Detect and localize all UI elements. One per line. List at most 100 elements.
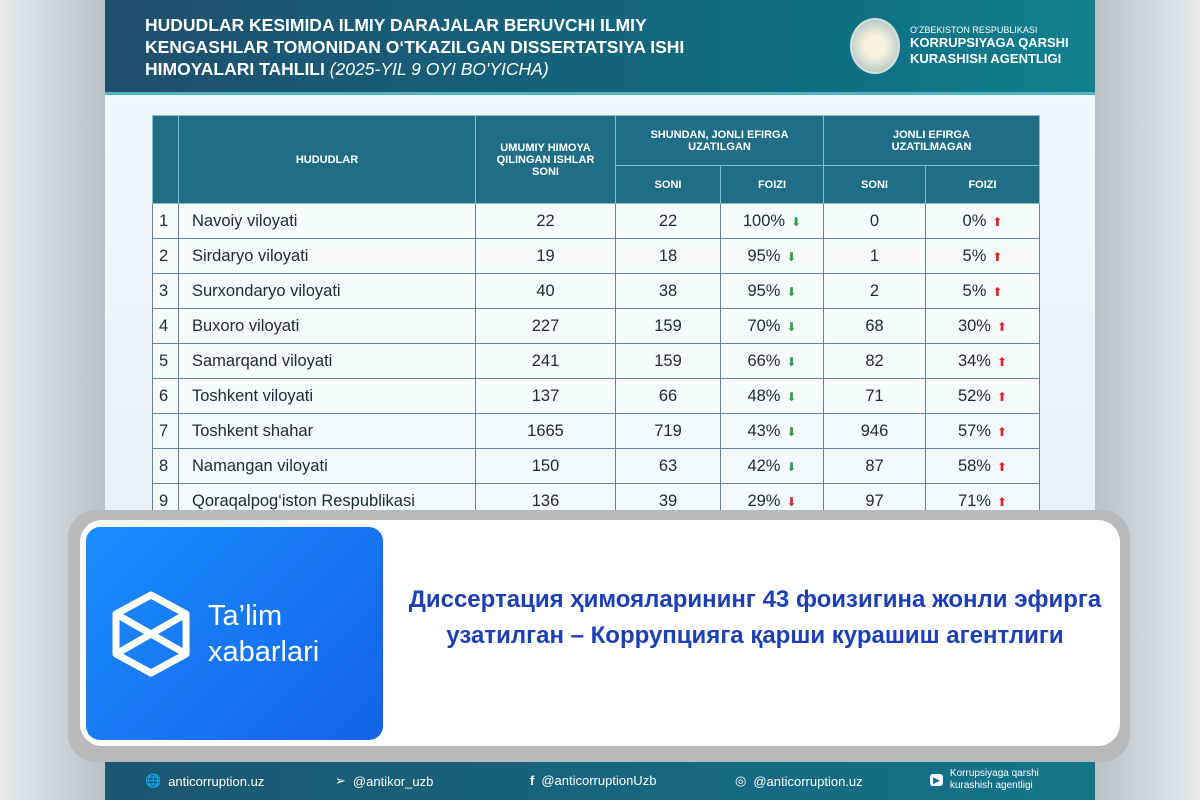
footer: 🌐 anticorruption.uz ➢ @antikor_uzb f @antic… xyxy=(105,762,1095,800)
table-row: 8 Namangan viloyati 150 63 42% ⬇ 87 58% ⬆ xyxy=(152,448,1040,484)
total-count: 227 xyxy=(475,308,616,344)
live-count: 159 xyxy=(615,308,721,344)
row-number: 3 xyxy=(152,273,179,309)
group-not-live: JONLI EFIRGA UZATILMAGAN xyxy=(823,115,1040,166)
total-count: 137 xyxy=(475,378,616,414)
region-name: Namangan viloyati xyxy=(178,448,476,484)
table-row: 6 Toshkent viloyati 137 66 48% ⬇ 71 52% ⬆ xyxy=(152,378,1040,414)
live-percent: 95% ⬇ xyxy=(720,238,824,274)
telegram-icon: ➢ xyxy=(335,773,346,788)
arrow-up-icon: ⬆ xyxy=(996,494,1008,509)
live-percent: 70% ⬇ xyxy=(720,308,824,344)
footer-youtube[interactable]: ▶ Korrupsiyaga qarshi kurashish agentligi xyxy=(930,768,1045,792)
facebook-icon: f xyxy=(530,773,535,788)
arrow-down-icon: ⬇ xyxy=(786,389,797,404)
footer-facebook[interactable]: f @anticorruptionUzb xyxy=(530,773,657,788)
table-row: 5 Samarqand viloyati 241 159 66% ⬇ 82 34%… xyxy=(152,343,1040,379)
row-number: 5 xyxy=(152,343,179,379)
total-count: 150 xyxy=(475,448,616,484)
arrow-up-icon: ⬆ xyxy=(996,389,1008,404)
not-live-percent: 5% ⬆ xyxy=(925,238,1040,274)
row-number: 2 xyxy=(152,238,179,274)
live-count: 18 xyxy=(615,238,721,274)
not-live-percent: 52% ⬆ xyxy=(925,378,1040,414)
globe-icon: 🌐 xyxy=(145,773,162,788)
live-percent: 95% ⬇ xyxy=(720,273,824,309)
arrow-up-icon: ⬆ xyxy=(996,354,1008,369)
table-row: 3 Surxondaryo viloyati 40 38 95% ⬇ 2 5% ⬆ xyxy=(152,273,1040,309)
arrow-up-icon: ⬆ xyxy=(996,424,1008,439)
not-live-count: 82 xyxy=(823,343,926,379)
row-number: 7 xyxy=(152,413,179,449)
arrow-down-icon: ⬇ xyxy=(786,319,797,334)
brand-logo: Ta’lim xabarlari xyxy=(86,527,383,740)
live-percent: 100% ⬇ xyxy=(720,203,824,239)
live-percent: 42% ⬇ xyxy=(720,448,824,484)
arrow-down-icon: ⬇ xyxy=(786,284,797,299)
arrow-down-icon: ⬇ xyxy=(786,249,797,264)
total-count: 241 xyxy=(475,343,616,379)
footer-instagram[interactable]: ◎ @anticorruption.uz xyxy=(735,773,863,789)
region-name: Buxoro viloyati xyxy=(178,308,476,344)
not-live-count: 2 xyxy=(823,273,926,309)
not-live-percent: 58% ⬆ xyxy=(925,448,1040,484)
row-number: 8 xyxy=(152,448,179,484)
arrow-down-icon: ⬇ xyxy=(786,354,797,369)
not-live-count: 946 xyxy=(823,413,926,449)
region-name: Sirdaryo viloyati xyxy=(178,238,476,274)
live-count: 66 xyxy=(615,378,721,414)
arrow-up-icon: ⬆ xyxy=(996,319,1008,334)
live-count: 159 xyxy=(615,343,721,379)
total-count: 1665 xyxy=(475,413,616,449)
col-total: UMUMIY HIMOYA QILINGAN ISHLAR SONI xyxy=(475,115,616,204)
col-number xyxy=(152,115,179,204)
arrow-up-icon: ⬆ xyxy=(996,459,1008,474)
sub-live-pct: FOIZI xyxy=(720,165,824,204)
row-number: 6 xyxy=(152,378,179,414)
live-percent: 43% ⬇ xyxy=(720,413,824,449)
total-count: 22 xyxy=(475,203,616,239)
not-live-count: 87 xyxy=(823,448,926,484)
arrow-down-icon: ⬇ xyxy=(786,424,797,439)
sub-live-count: SONI xyxy=(615,165,721,204)
table-row: 1 Navoiy viloyati 22 22 100% ⬇ 0 0% ⬆ xyxy=(152,203,1040,239)
not-live-percent: 0% ⬆ xyxy=(925,203,1040,239)
group-live: SHUNDAN, JONLI EFIRGA UZATILGAN xyxy=(615,115,824,166)
region-name: Navoiy viloyati xyxy=(178,203,476,239)
live-count: 63 xyxy=(615,448,721,484)
cube-logo-icon xyxy=(112,591,190,676)
footer-telegram[interactable]: ➢ @antikor_uzb xyxy=(335,773,434,789)
news-headline: Диссертация ҳимояларининг 43 фоизигина ж… xyxy=(408,586,1102,649)
period: (2025-YIL 9 OYI BO'YICHA) xyxy=(329,59,549,79)
agency-logo: O‘ZBEKISTON RESPUBLIKASI KORRUPSIYAGA QA… xyxy=(850,18,1070,74)
instagram-icon: ◎ xyxy=(735,773,747,788)
region-name: Samarqand viloyati xyxy=(178,343,476,379)
live-percent: 48% ⬇ xyxy=(720,378,824,414)
brand-name: Ta’lim xabarlari xyxy=(208,599,320,668)
region-name: Surxondaryo viloyati xyxy=(178,273,476,309)
arrow-up-icon: ⬆ xyxy=(992,284,1003,299)
not-live-percent: 30% ⬆ xyxy=(925,308,1040,344)
arrow-up-icon: ⬆ xyxy=(992,214,1003,229)
not-live-percent: 57% ⬆ xyxy=(925,413,1040,449)
table-row: 4 Buxoro viloyati 227 159 70% ⬇ 68 30% ⬆ xyxy=(152,308,1040,344)
live-count: 38 xyxy=(615,273,721,309)
col-region: HUDUDLAR xyxy=(178,115,476,204)
live-count: 22 xyxy=(615,203,721,239)
table-row: 7 Toshkent shahar 1665 719 43% ⬇ 946 57% ⬆ xyxy=(152,413,1040,449)
arrow-down-icon: ⬇ xyxy=(791,214,802,229)
arrow-down-icon: ⬇ xyxy=(786,459,797,474)
live-count: 719 xyxy=(615,413,721,449)
not-live-percent: 5% ⬆ xyxy=(925,273,1040,309)
not-live-count: 71 xyxy=(823,378,926,414)
region-name: Toshkent viloyati xyxy=(178,378,476,414)
not-live-count: 0 xyxy=(823,203,926,239)
poster-header: HUDUDLAR KESIMIDA ILMIY DARAJALAR BERUVC… xyxy=(105,0,1095,95)
total-count: 40 xyxy=(475,273,616,309)
live-percent: 66% ⬇ xyxy=(720,343,824,379)
state-emblem-icon xyxy=(850,18,900,74)
footer-website[interactable]: 🌐 anticorruption.uz xyxy=(145,773,265,789)
not-live-count: 68 xyxy=(823,308,926,344)
poster-title: HUDUDLAR KESIMIDA ILMIY DARAJALAR BERUVC… xyxy=(145,15,685,79)
table-row: 2 Sirdaryo viloyati 19 18 95% ⬇ 1 5% ⬆ xyxy=(152,238,1040,274)
